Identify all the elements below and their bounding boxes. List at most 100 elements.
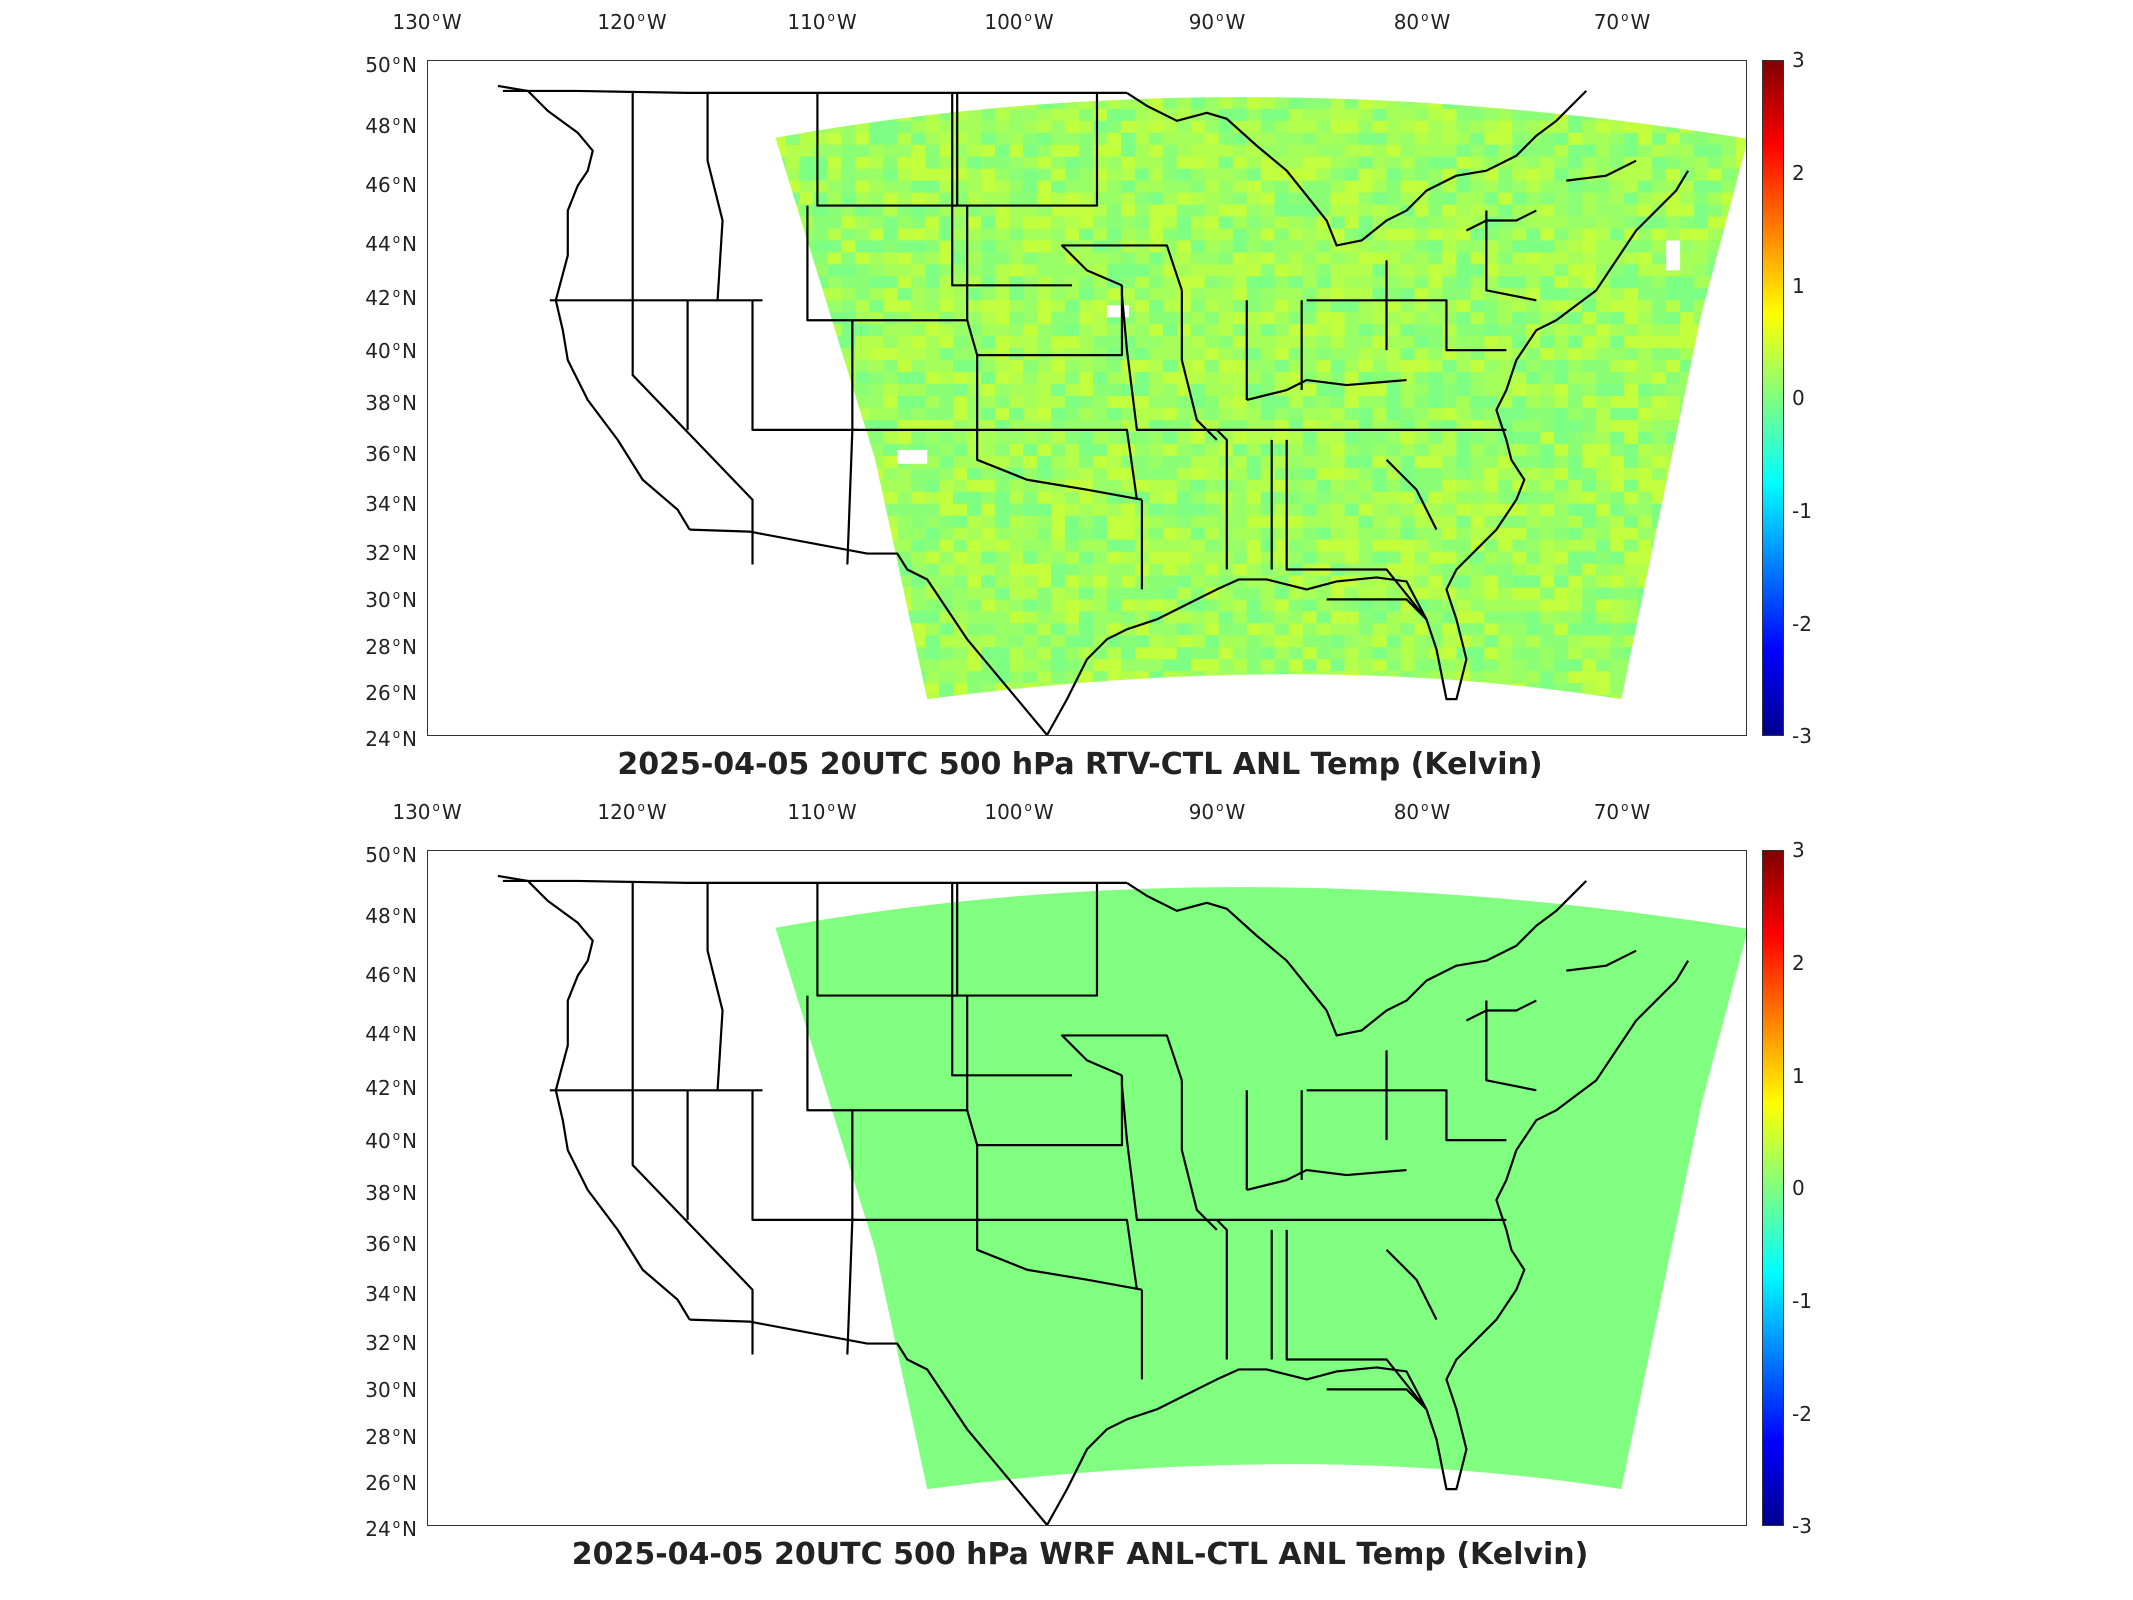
deg-value: 110	[787, 10, 826, 34]
boundary-line	[966, 285, 1124, 357]
deg-value: 40	[365, 339, 391, 363]
hemi: W	[1033, 10, 1054, 34]
hemi: W	[1033, 800, 1054, 824]
boundary-line	[1046, 170, 1690, 735]
boundary-line	[976, 355, 1139, 500]
colorbar-tick-label: 2	[1792, 951, 1805, 975]
map-svg	[497, 84, 1746, 735]
deg-value: 24	[365, 1517, 391, 1541]
boundary-line	[1180, 1080, 1218, 1231]
latitude-label: 46 o N	[365, 963, 417, 987]
latitude-label: 50 o N	[365, 843, 417, 867]
deg-value: 100	[984, 10, 1023, 34]
hemi: N	[402, 391, 417, 415]
boundary-line	[976, 1219, 1143, 1291]
deg-value: 42	[365, 1076, 391, 1100]
map-plot-area	[427, 850, 1747, 1526]
deg-value: 50	[365, 53, 391, 77]
deg-value: 48	[365, 114, 391, 138]
boundary-line	[706, 882, 724, 1091]
colorbar-tick-label: 2	[1792, 161, 1805, 185]
longitude-label: 80 o W	[1393, 10, 1451, 34]
deg-value: 70	[1593, 10, 1620, 34]
latitude-label: 40 o N	[365, 339, 417, 363]
deg-value: 120	[597, 10, 636, 34]
hemi: N	[402, 1282, 417, 1306]
latitude-label: 38 o N	[365, 391, 417, 415]
boundary-line	[1246, 1168, 1407, 1192]
hemi: N	[402, 1076, 417, 1100]
colorbar	[1762, 850, 1784, 1526]
hemi: W	[1630, 10, 1651, 34]
deg-value: 80	[1393, 800, 1420, 824]
deg-value: 80	[1393, 10, 1420, 34]
boundary-line	[1180, 290, 1218, 441]
deg-value: 110	[787, 800, 826, 824]
map-plot-area	[427, 60, 1747, 736]
latitude-label: 42 o N	[365, 1076, 417, 1100]
latitude-label: 28 o N	[365, 1425, 417, 1449]
boundary-line	[1285, 439, 1428, 621]
deg-value: 90	[1188, 800, 1215, 824]
hemi: N	[402, 1181, 417, 1205]
latitude-label: 36 o N	[365, 442, 417, 466]
hemi: N	[402, 286, 417, 310]
boundary-line	[751, 1090, 858, 1222]
boundary-line	[1216, 429, 1228, 570]
boundary-line	[1485, 1000, 1537, 1092]
longitude-label: 90 o W	[1188, 10, 1246, 34]
hemi: N	[402, 53, 417, 77]
boundary-line	[1566, 949, 1637, 972]
boundary-line	[1306, 299, 1507, 352]
deg-value: 130	[392, 800, 431, 824]
latitude-label: 30 o N	[365, 588, 417, 612]
boundary-line	[966, 1075, 1124, 1147]
field-domain	[775, 887, 1746, 1490]
boundary-line	[816, 92, 959, 207]
boundary-line	[1216, 1219, 1228, 1360]
boundary-line	[951, 882, 1099, 997]
hemi: W	[836, 800, 857, 824]
boundary-line	[689, 528, 1048, 735]
latitude-label: 34 o N	[365, 492, 417, 516]
boundary-line	[1120, 285, 1217, 432]
deg-value: 38	[365, 391, 391, 415]
boundary-line	[806, 995, 969, 1112]
deg-value: 44	[365, 1022, 391, 1046]
boundary-line	[1465, 209, 1537, 232]
colorbar-tick-label: -2	[1792, 612, 1812, 636]
colorbar-tick-label: -3	[1792, 1514, 1812, 1538]
hemi: N	[402, 1331, 417, 1355]
deg-value: 130	[392, 10, 431, 34]
hemi: N	[402, 541, 417, 565]
hemi: N	[402, 173, 417, 197]
longitude-label: 70 o W	[1593, 800, 1651, 824]
state-boundaries	[497, 84, 1690, 735]
hemi: N	[402, 843, 417, 867]
boundary-line	[631, 300, 754, 565]
map-title: 2025-04-05 20UTC 500 hPa RTV-CTL ANL Tem…	[617, 747, 1543, 782]
hemi: W	[646, 800, 667, 824]
colorbar-tick-label: 3	[1792, 48, 1805, 72]
deg-value: 42	[365, 286, 391, 310]
boundary-line	[1485, 210, 1537, 302]
latitude-label: 44 o N	[365, 1022, 417, 1046]
latitude-label: 48 o N	[365, 904, 417, 928]
hemi: W	[1630, 800, 1651, 824]
deg-value: 26	[365, 681, 391, 705]
colorbar	[1762, 60, 1784, 736]
hemi: W	[1430, 800, 1451, 824]
boundary-line	[951, 205, 1073, 287]
colorbar-tick-label: -1	[1792, 1289, 1812, 1313]
deg-value: 36	[365, 1232, 391, 1256]
state-boundaries	[497, 874, 1690, 1525]
boundary-line	[951, 92, 1099, 207]
deg-value: 30	[365, 1378, 391, 1402]
boundary-line	[1246, 378, 1407, 402]
longitude-label: 80 o W	[1393, 800, 1451, 824]
deg-value: 38	[365, 1181, 391, 1205]
longitude-label: 120 o W	[597, 10, 667, 34]
longitude-label: 130 o W	[392, 800, 462, 824]
boundary-line	[1465, 999, 1537, 1022]
latitude-label: 44 o N	[365, 232, 417, 256]
